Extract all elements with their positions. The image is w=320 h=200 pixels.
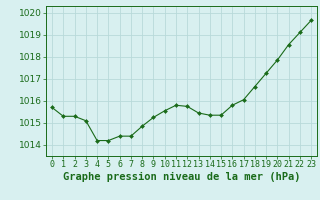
X-axis label: Graphe pression niveau de la mer (hPa): Graphe pression niveau de la mer (hPa) (63, 172, 300, 182)
